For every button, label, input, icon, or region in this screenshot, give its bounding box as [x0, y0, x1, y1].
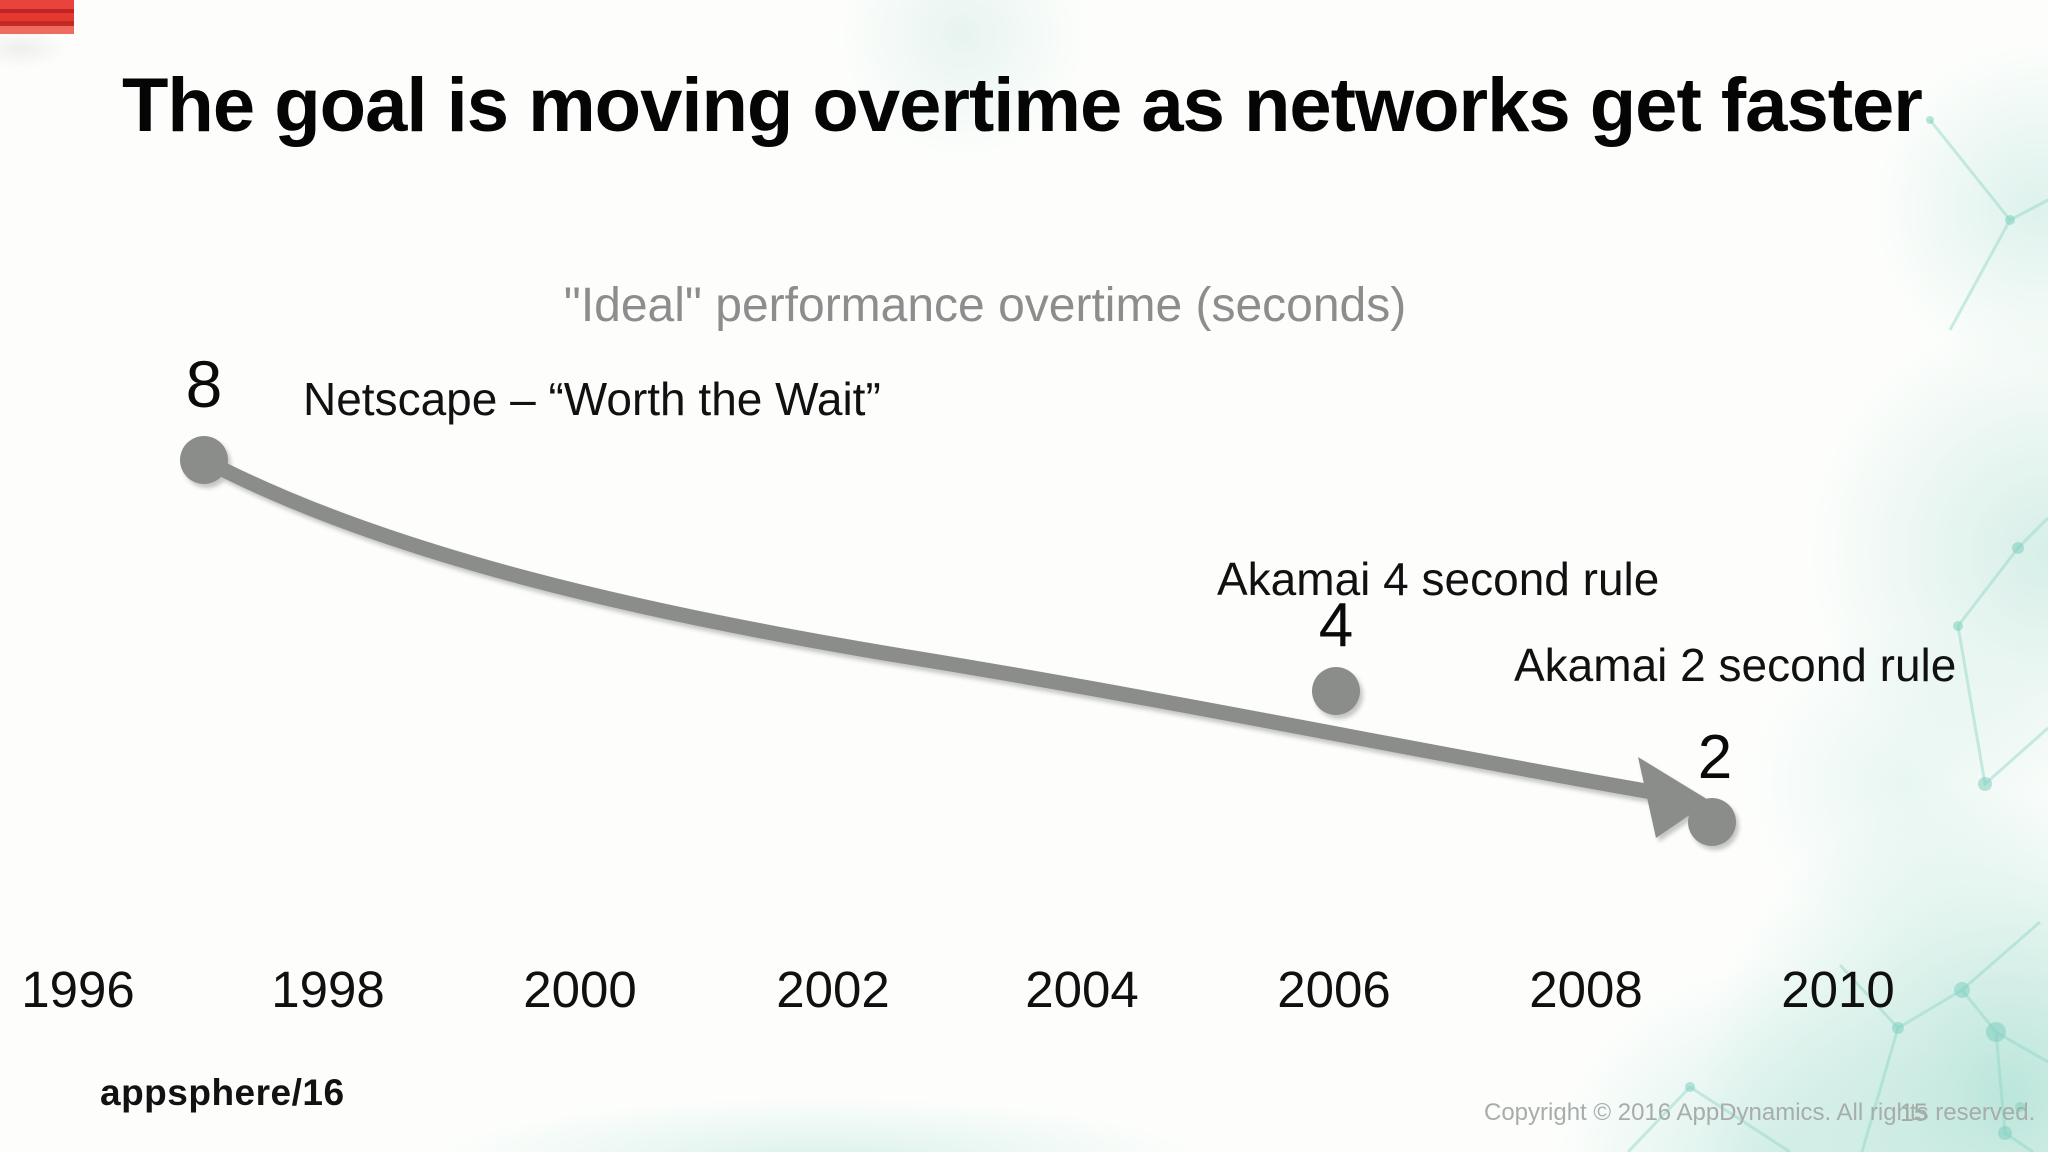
page-number: 15	[1900, 1099, 1928, 1127]
axis-tick-1996: 1996	[21, 961, 135, 1018]
axis-tick-1998: 1998	[271, 961, 385, 1018]
red-corner-fragment	[0, 0, 74, 34]
annotation-akamai-4s: Akamai 4 second rule	[1217, 553, 1660, 605]
point-value-2: 2	[1697, 723, 1733, 792]
data-point-dot-1997	[180, 436, 228, 484]
axis-tick-2010: 2010	[1781, 961, 1895, 1018]
axis-tick-2004: 2004	[1025, 961, 1139, 1018]
data-point-dot-2009	[1688, 798, 1736, 846]
chart-title: "Ideal" performance overtime (seconds)	[563, 279, 1407, 332]
point-value-8: 8	[185, 347, 223, 421]
axis-tick-2006: 2006	[1277, 961, 1391, 1018]
trend-curve	[204, 456, 1660, 800]
data-point-dot-2006	[1312, 667, 1360, 715]
arrowhead-icon	[1638, 757, 1710, 838]
point-value-4: 4	[1318, 591, 1354, 660]
axis-tick-2000: 2000	[523, 961, 637, 1018]
appsphere-logo-year: /16	[291, 1072, 345, 1113]
annotation-netscape: Netscape – “Worth the Wait”	[303, 373, 881, 425]
axis-tick-2002: 2002	[776, 961, 890, 1018]
annotation-akamai-2s: Akamai 2 second rule	[1514, 639, 1957, 691]
appsphere-logo: appsphere/16	[100, 1072, 345, 1114]
slide-title: The goal is moving overtime as networks …	[122, 63, 1923, 148]
copyright-text: Copyright © 2016 AppDynamics. All rights…	[1484, 1099, 2036, 1126]
appsphere-logo-text: appsphere	[100, 1072, 292, 1113]
axis-tick-2008: 2008	[1529, 961, 1643, 1018]
